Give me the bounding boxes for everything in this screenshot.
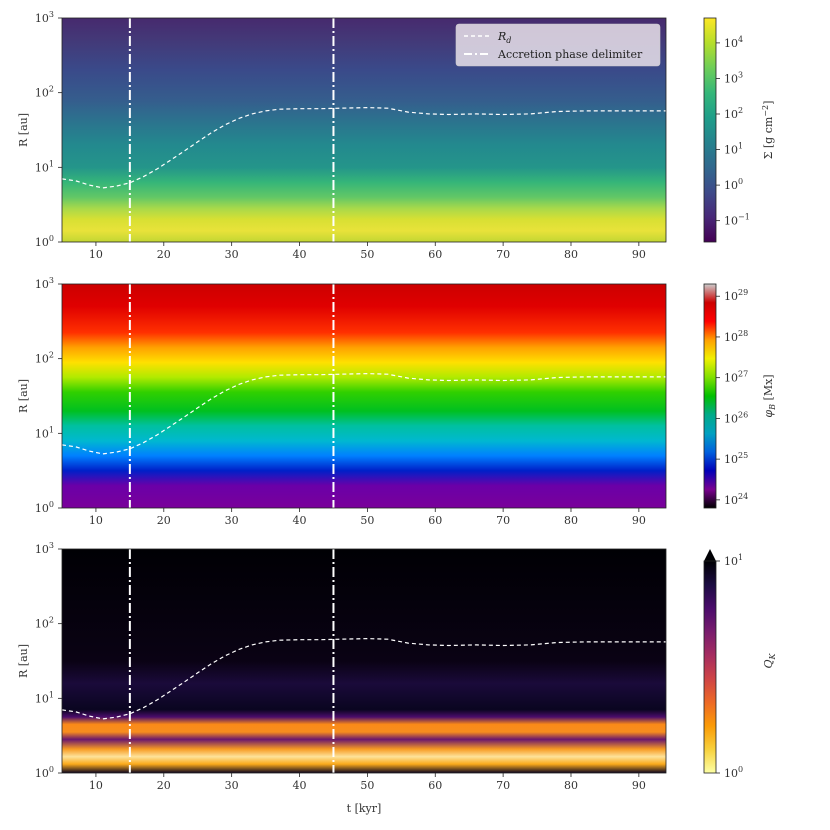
colorbar-gradient xyxy=(704,284,716,508)
panel-magnetic-flux: 10 20 30 40 50 60 70 80 90 100 101 102 103 R [au] 1… xyxy=(17,276,777,527)
y-tick-label: 100 xyxy=(35,500,54,515)
y-tick-label: 100 xyxy=(35,765,54,780)
x-axis: 10 20 30 40 50 60 70 80 90 xyxy=(89,508,646,527)
colorbar-tick-label: 100 xyxy=(724,177,743,192)
colorbar-tick-label: 10−1 xyxy=(724,213,750,228)
y-tick-label: 101 xyxy=(35,690,54,705)
x-tick-label: 70 xyxy=(496,514,510,527)
x-tick-label: 80 xyxy=(564,779,578,792)
x-tick-label: 40 xyxy=(293,248,307,261)
y-axis: 100 101 102 103 xyxy=(35,276,62,515)
colorbar-label: QK xyxy=(762,652,777,668)
plot-frame xyxy=(61,17,667,243)
colorbar: 10−1 100 101 102 103 104 Σ [g cm−2] xyxy=(703,17,775,243)
colorbar-tick-label: 100 xyxy=(724,765,743,780)
x-tick-label: 40 xyxy=(293,779,307,792)
y-tick-label: 102 xyxy=(35,616,54,631)
x-tick-label: 90 xyxy=(632,514,646,527)
panel-surface-density: 10 20 30 40 50 60 70 80 90 100 101 102 103 R [au] R… xyxy=(17,10,775,261)
colorbar-frame xyxy=(703,283,717,509)
x-tick-label: 10 xyxy=(89,248,103,261)
legend-delimiter-label: Accretion phase delimiter xyxy=(497,48,643,61)
x-tick-label: 20 xyxy=(157,514,171,527)
x-axis: 10 20 30 40 50 60 70 80 90 xyxy=(89,773,646,792)
y-axis-label: R [au] xyxy=(17,644,30,678)
colorbar-tick-label: 101 xyxy=(724,553,743,568)
colorbar-tick-label: 1028 xyxy=(724,329,748,344)
y-tick-label: 101 xyxy=(35,159,54,174)
heatmap-bands xyxy=(62,549,666,773)
x-tick-label: 30 xyxy=(225,248,239,261)
x-tick-label: 90 xyxy=(632,248,646,261)
x-tick-label: 20 xyxy=(157,248,171,261)
colorbar-frame xyxy=(703,17,717,243)
x-tick-label: 10 xyxy=(89,514,103,527)
x-tick-label: 70 xyxy=(496,248,510,261)
x-tick-label: 20 xyxy=(157,779,171,792)
colorbar-ticks: 100 101 xyxy=(716,553,743,780)
colorbar-label: φB [Mx] xyxy=(762,374,777,417)
y-axis: 100 101 102 103 xyxy=(35,10,62,249)
phase-delimiters xyxy=(128,18,335,242)
y-tick-label: 101 xyxy=(35,425,54,440)
x-tick-label: 60 xyxy=(428,248,442,261)
colorbar: 1024 1025 1026 1027 1028 1029 φB [Mx] xyxy=(703,283,777,509)
phase-delimiters xyxy=(128,549,335,773)
x-tick-label: 40 xyxy=(293,514,307,527)
heatmap-fill xyxy=(62,549,666,773)
x-tick-label: 90 xyxy=(632,779,646,792)
y-tick-label: 103 xyxy=(35,276,54,291)
legend-rd-label: Rd xyxy=(497,30,511,45)
x-axis-label: t [kyr] xyxy=(347,802,382,815)
x-tick-label: 10 xyxy=(89,779,103,792)
heatmap-fill xyxy=(62,284,666,508)
x-tick-label: 50 xyxy=(360,779,374,792)
x-tick-label: 80 xyxy=(564,248,578,261)
y-tick-label: 102 xyxy=(35,85,54,100)
colorbar-gradient xyxy=(704,18,716,242)
y-axis-label: R [au] xyxy=(17,379,30,413)
colorbar-label: Σ [g cm−2] xyxy=(761,101,775,160)
colorbar-tick-label: 102 xyxy=(724,106,743,121)
x-tick-label: 50 xyxy=(360,514,374,527)
heatmap-bands xyxy=(62,284,666,508)
colorbar-ticks: 1024 1025 1026 1027 1028 1029 xyxy=(716,288,748,507)
colorbar-tick-label: 103 xyxy=(724,70,743,85)
x-tick-label: 60 xyxy=(428,779,442,792)
x-axis: 10 20 30 40 50 60 70 80 90 xyxy=(89,242,646,261)
colorbar-tick-label: 1024 xyxy=(724,492,748,507)
colorbar-extend-arrow xyxy=(704,549,716,561)
plot-frame xyxy=(61,548,667,774)
x-tick-label: 50 xyxy=(360,248,374,261)
colorbar: 100 101 QK xyxy=(703,549,777,780)
panel-toomre-q: 10 20 30 40 50 60 70 80 90 100 101 102 103 R [au] t… xyxy=(17,541,777,815)
colorbar-tick-label: 104 xyxy=(724,35,743,50)
colorbar-tick-label: 1027 xyxy=(724,370,748,385)
plot-frame xyxy=(61,283,667,509)
legend: Rd Accretion phase delimiter xyxy=(455,23,661,67)
x-tick-label: 70 xyxy=(496,779,510,792)
colorbar-tick-label: 101 xyxy=(724,142,743,157)
x-tick-label: 80 xyxy=(564,514,578,527)
y-tick-label: 102 xyxy=(35,351,54,366)
colorbar-frame xyxy=(703,560,717,774)
x-tick-label: 30 xyxy=(225,514,239,527)
y-tick-label: 103 xyxy=(35,541,54,556)
phase-delimiters xyxy=(128,284,335,508)
colorbar-tick-label: 1029 xyxy=(724,288,748,303)
y-axis: 100 101 102 103 xyxy=(35,541,62,780)
x-tick-label: 30 xyxy=(225,779,239,792)
legend-box xyxy=(455,23,661,67)
y-tick-label: 103 xyxy=(35,10,54,25)
colorbar-ticks: 10−1 100 101 102 103 104 xyxy=(716,35,750,228)
colorbar-tick-label: 1025 xyxy=(724,451,748,466)
x-tick-label: 60 xyxy=(428,514,442,527)
y-axis-label: R [au] xyxy=(17,113,30,147)
colorbar-gradient xyxy=(704,561,716,773)
y-tick-label: 100 xyxy=(35,234,54,249)
colorbar-tick-label: 1026 xyxy=(724,410,748,425)
